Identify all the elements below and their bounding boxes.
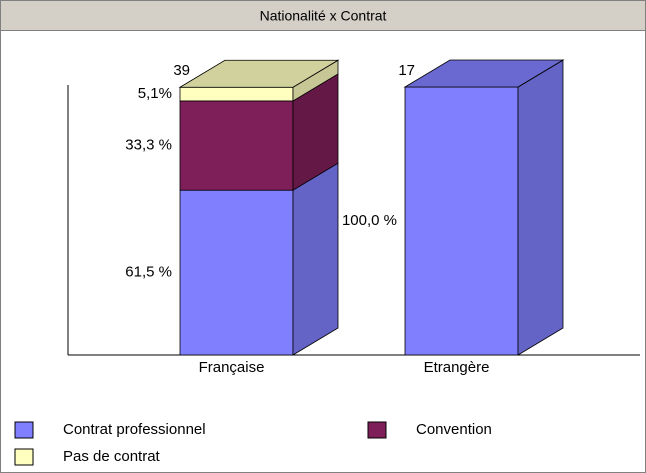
- bar-side: [292, 162, 339, 356]
- bar-segment: [179, 100, 294, 191]
- value-label: 33,3 %: [125, 137, 172, 154]
- legend-label: Pas de contrat: [63, 448, 161, 465]
- legend-swatch: [14, 448, 34, 466]
- chart-title: Nationalité x Contrat: [260, 8, 387, 24]
- value-label: 5,1%: [138, 85, 172, 102]
- total-label: 17: [398, 62, 415, 79]
- bar-side: [517, 59, 564, 356]
- bar-segment: [179, 86, 294, 102]
- value-label: 61,5 %: [125, 264, 172, 281]
- bar-top: [403, 59, 565, 88]
- title-bar: [0, 0, 646, 31]
- total-label: 39: [173, 62, 190, 79]
- legend-swatch: [367, 421, 387, 439]
- legend-swatch: [14, 421, 34, 439]
- bar-top: [178, 59, 340, 88]
- x-tick-label: Française: [199, 359, 265, 376]
- legend-label: Convention: [416, 421, 492, 438]
- bar-segment: [404, 86, 519, 356]
- legend-label: Contrat professionnel: [63, 421, 206, 438]
- bar-segment: [179, 189, 294, 356]
- x-tick-label: Etrangère: [424, 359, 490, 376]
- value-label: 100,0 %: [342, 212, 397, 229]
